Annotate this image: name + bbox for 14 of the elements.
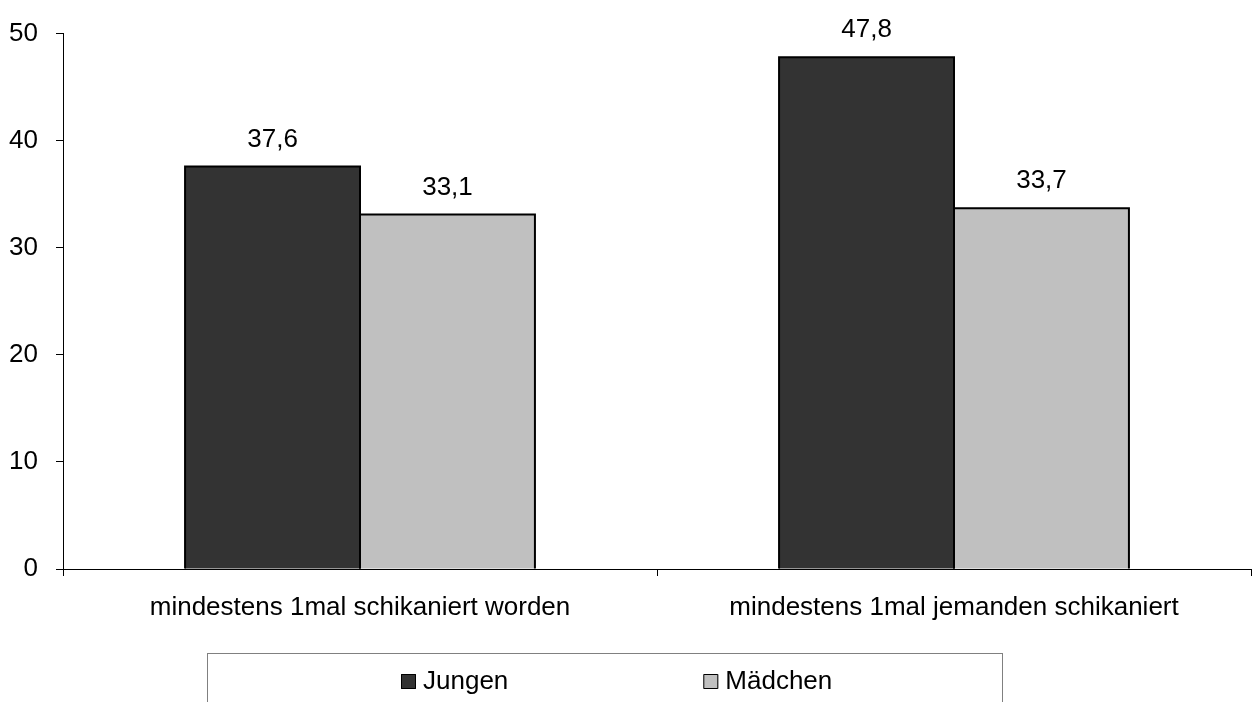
legend-label: Mädchen (725, 665, 833, 696)
y-tick-label: 20 (9, 338, 38, 369)
x-tick-label: mindestens 1mal schikaniert worden (149, 590, 571, 621)
y-tick-label: 40 (9, 123, 38, 154)
data-label: 33,7 (1016, 164, 1067, 195)
legend-label: Jungen (423, 665, 509, 696)
data-label: 33,1 (422, 170, 473, 201)
x-tick-label: mindestens 1mal jemanden schikaniert (729, 590, 1180, 621)
y-tick-label: 50 (9, 16, 38, 47)
y-tick-label: 10 (9, 445, 38, 476)
y-tick-label: 30 (9, 230, 38, 261)
data-label: 37,6 (247, 122, 298, 153)
data-label: 47,8 (841, 13, 892, 44)
y-tick-label: 0 (23, 552, 38, 583)
